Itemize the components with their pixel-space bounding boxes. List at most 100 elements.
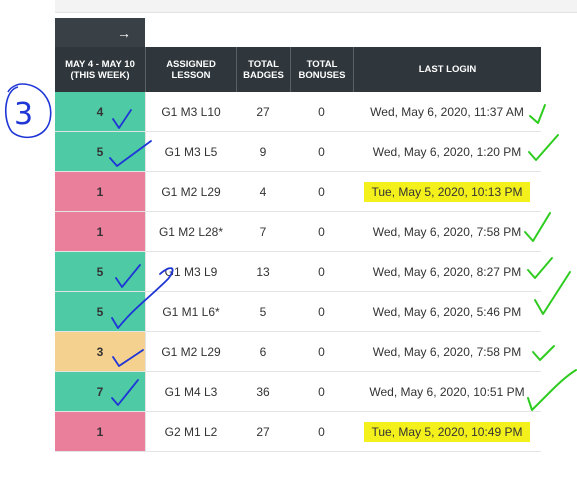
badges-cell: 7 (236, 212, 290, 251)
lesson-cell-text: G1 M3 L5 (164, 144, 218, 159)
last-login-cell: Wed, May 6, 2020, 1:20 PM (353, 132, 541, 171)
lesson-cell-text: G1 M4 L3 (164, 384, 218, 399)
lesson-cell: G1 M3 L5 (145, 132, 236, 171)
bonuses-cell: 0 (290, 132, 353, 171)
badges-cell: 27 (236, 92, 290, 131)
last-login-cell-text: Wed, May 6, 2020, 5:46 PM (372, 304, 522, 319)
bonuses-cell-text: 0 (318, 184, 325, 199)
last-login-cell-text: Tue, May 5, 2020, 10:49 PM (363, 421, 531, 442)
arrow-right-icon: → (117, 24, 131, 41)
week-count-cell: 1 (55, 412, 145, 451)
circled-number: 3 (14, 97, 33, 132)
week-count-cell-text: 1 (96, 184, 104, 199)
last-login-cell-text: Wed, May 6, 2020, 7:58 PM (372, 224, 522, 239)
badges-cell-text: 6 (259, 344, 267, 359)
week-count-cell: 1 (55, 172, 145, 211)
table-row[interactable]: 5 G1 M3 L5 9 0 Wed, May 6, 2020, 1:20 PM (55, 132, 541, 172)
bonuses-cell-text: 0 (318, 264, 325, 279)
header-bonuses[interactable]: TOTAL BONUSES (290, 47, 353, 92)
week-count-cell-text: 1 (96, 224, 104, 239)
lesson-cell: G1 M1 L6* (145, 292, 236, 331)
last-login-cell-text: Wed, May 6, 2020, 1:20 PM (372, 144, 522, 159)
week-count-cell-text: 4 (96, 104, 104, 119)
week-count-cell-text: 1 (96, 424, 104, 439)
table-row[interactable]: 5 G1 M3 L9 13 0 Wed, May 6, 2020, 8:27 PM (55, 252, 541, 292)
badges-cell-text: 36 (256, 384, 270, 399)
header-lesson[interactable]: ASSIGNED LESSON (145, 47, 236, 92)
last-login-cell-text: Wed, May 6, 2020, 7:58 PM (372, 344, 522, 359)
week-count-cell-text: 5 (96, 304, 104, 319)
header-week[interactable]: MAY 4 - MAY 10 (THIS WEEK) (65, 58, 135, 81)
badges-cell: 27 (236, 412, 290, 451)
table-row[interactable]: 1 G1 M2 L28* 7 0 Wed, May 6, 2020, 7:58 PM (55, 212, 541, 252)
last-login-cell-text: Wed, May 6, 2020, 8:27 PM (372, 264, 522, 279)
bonuses-cell-text: 0 (318, 424, 325, 439)
table-row[interactable]: 4 G1 M3 L10 27 0 Wed, May 6, 2020, 11:37 AM (55, 92, 541, 132)
badges-cell-text: 7 (259, 224, 267, 239)
badges-cell-text: 27 (256, 104, 270, 119)
last-login-cell: Tue, May 5, 2020, 10:13 PM (353, 172, 541, 211)
last-login-cell-text: Tue, May 5, 2020, 10:13 PM (363, 181, 531, 202)
lesson-cell: G1 M2 L29 (145, 172, 236, 211)
lesson-cell-text: G2 M1 L2 (164, 424, 218, 439)
lesson-cell: G1 M2 L29 (145, 332, 236, 371)
table-row[interactable]: 1 G2 M1 L2 27 0 Tue, May 5, 2020, 10:49 PM (55, 412, 541, 452)
badges-cell-text: 13 (256, 264, 270, 279)
bonuses-cell-text: 0 (318, 224, 325, 239)
bonuses-cell-text: 0 (318, 104, 325, 119)
week-count-cell: 5 (55, 292, 145, 331)
bonuses-cell-text: 0 (318, 144, 325, 159)
lesson-cell-text: G1 M2 L29 (161, 344, 221, 359)
week-count-cell-text: 7 (96, 384, 104, 399)
bonuses-cell: 0 (290, 92, 353, 131)
week-count-cell: 1 (55, 212, 145, 251)
table-row[interactable]: 5 G1 M1 L6* 5 0 Wed, May 6, 2020, 5:46 PM (55, 292, 541, 332)
bonuses-cell-text: 0 (318, 304, 325, 319)
last-login-cell: Wed, May 6, 2020, 7:58 PM (353, 332, 541, 371)
circled-number-annotation: 3 (5, 83, 52, 139)
badges-cell: 6 (236, 332, 290, 371)
badges-cell-text: 4 (259, 184, 267, 199)
badges-cell: 36 (236, 372, 290, 411)
table-row[interactable]: 7 G1 M4 L3 36 0 Wed, May 6, 2020, 10:51 PM (55, 372, 541, 412)
table-header: MAY 4 - MAY 10 (THIS WEEK) ASSIGNED LESS… (55, 47, 541, 92)
lesson-cell-text: G1 M3 L10 (161, 104, 221, 119)
table-row[interactable]: 3 G1 M2 L29 6 0 Wed, May 6, 2020, 7:58 PM (55, 332, 541, 372)
lesson-cell: G1 M2 L28* (145, 212, 236, 251)
bonuses-cell: 0 (290, 412, 353, 451)
week-count-cell: 5 (55, 132, 145, 171)
last-login-cell: Wed, May 6, 2020, 5:46 PM (353, 292, 541, 331)
top-band (55, 0, 577, 13)
lesson-cell-text: G1 M2 L29 (161, 184, 221, 199)
header-last-login[interactable]: LAST LOGIN (353, 47, 541, 92)
week-count-cell: 5 (55, 252, 145, 291)
lesson-cell: G1 M4 L3 (145, 372, 236, 411)
lesson-cell: G1 M3 L10 (145, 92, 236, 131)
week-count-cell-text: 3 (96, 344, 104, 359)
last-login-cell: Wed, May 6, 2020, 10:51 PM (353, 372, 541, 411)
week-count-cell-text: 5 (96, 264, 104, 279)
badges-cell-text: 27 (256, 424, 270, 439)
last-login-cell-text: Wed, May 6, 2020, 10:51 PM (369, 384, 525, 399)
badges-cell: 9 (236, 132, 290, 171)
last-login-cell-text: Wed, May 6, 2020, 11:37 AM (370, 104, 524, 119)
bonuses-cell-text: 0 (318, 384, 325, 399)
lesson-cell-text: G1 M1 L6* (162, 304, 220, 319)
bonuses-cell: 0 (290, 292, 353, 331)
table-body: 4 G1 M3 L10 27 0 Wed, May 6, 2020, 11:37 AM 5… (55, 92, 541, 452)
bonuses-cell-text: 0 (318, 344, 325, 359)
badges-cell: 13 (236, 252, 290, 291)
last-login-cell: Wed, May 6, 2020, 11:37 AM (353, 92, 541, 131)
bonuses-cell: 0 (290, 172, 353, 211)
week-count-cell: 7 (55, 372, 145, 411)
table-row[interactable]: 1 G1 M2 L29 4 0 Tue, May 5, 2020, 10:13 PM (55, 172, 541, 212)
badges-cell: 4 (236, 172, 290, 211)
lesson-cell-text: G1 M3 L9 (164, 264, 218, 279)
badges-cell: 5 (236, 292, 290, 331)
lesson-cell: G1 M3 L9 (145, 252, 236, 291)
header-badges[interactable]: TOTAL BADGES (236, 47, 290, 92)
bonuses-cell: 0 (290, 332, 353, 371)
bonuses-cell: 0 (290, 372, 353, 411)
lesson-cell-text: G1 M2 L28* (158, 224, 224, 239)
next-week-button[interactable]: → (55, 18, 145, 47)
